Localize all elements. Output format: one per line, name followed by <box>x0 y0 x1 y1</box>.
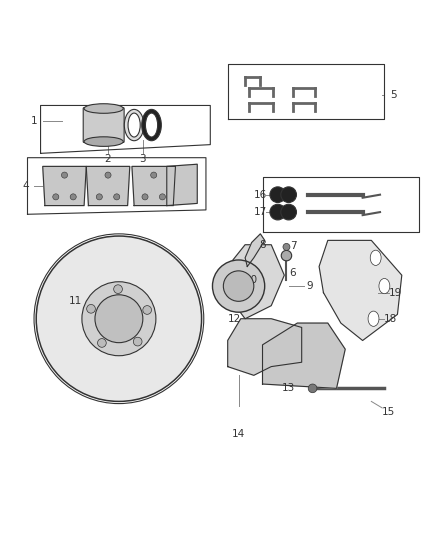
Circle shape <box>159 194 166 200</box>
Circle shape <box>308 384 317 393</box>
Polygon shape <box>245 234 265 266</box>
Circle shape <box>281 204 297 220</box>
Circle shape <box>281 251 292 261</box>
Text: 2: 2 <box>105 154 111 164</box>
Ellipse shape <box>142 109 161 141</box>
Circle shape <box>223 271 254 301</box>
Text: 14: 14 <box>232 429 245 439</box>
Circle shape <box>114 285 122 294</box>
Text: 7: 7 <box>290 240 296 251</box>
Ellipse shape <box>128 113 140 137</box>
Polygon shape <box>228 319 302 375</box>
Polygon shape <box>132 166 176 206</box>
Text: 1: 1 <box>31 116 37 126</box>
Circle shape <box>283 244 290 251</box>
Text: 4: 4 <box>22 181 28 191</box>
Text: 17: 17 <box>254 207 267 217</box>
Ellipse shape <box>124 109 144 141</box>
Circle shape <box>96 194 102 200</box>
Text: 13: 13 <box>282 383 295 393</box>
Ellipse shape <box>370 250 381 265</box>
Circle shape <box>61 172 67 178</box>
FancyBboxPatch shape <box>83 108 124 142</box>
Text: 5: 5 <box>390 90 396 100</box>
Circle shape <box>133 337 142 346</box>
Text: 18: 18 <box>384 314 398 324</box>
Text: 8: 8 <box>259 240 266 250</box>
Ellipse shape <box>379 278 390 294</box>
Circle shape <box>142 194 148 200</box>
Ellipse shape <box>368 311 379 326</box>
Text: 6: 6 <box>290 268 296 278</box>
Polygon shape <box>167 164 197 206</box>
Circle shape <box>70 194 76 200</box>
Text: 11: 11 <box>69 296 82 306</box>
Circle shape <box>105 172 111 178</box>
Text: 3: 3 <box>140 154 146 164</box>
Circle shape <box>95 295 143 343</box>
Circle shape <box>53 194 59 200</box>
Circle shape <box>151 172 157 178</box>
Text: 9: 9 <box>306 281 313 291</box>
Circle shape <box>281 187 297 203</box>
Circle shape <box>87 304 95 313</box>
Text: 12: 12 <box>228 314 241 324</box>
Polygon shape <box>228 245 284 319</box>
Circle shape <box>270 187 286 203</box>
Circle shape <box>98 338 106 348</box>
Circle shape <box>36 236 201 401</box>
Polygon shape <box>319 240 402 341</box>
Circle shape <box>82 282 156 356</box>
Ellipse shape <box>84 104 123 114</box>
Text: 10: 10 <box>245 274 258 285</box>
Polygon shape <box>43 166 86 206</box>
Circle shape <box>143 305 152 314</box>
Text: 15: 15 <box>382 407 396 417</box>
Circle shape <box>114 194 120 200</box>
Text: 16: 16 <box>254 190 267 200</box>
Circle shape <box>270 204 286 220</box>
Circle shape <box>212 260 265 312</box>
Ellipse shape <box>84 137 123 147</box>
Text: 19: 19 <box>389 288 402 297</box>
Ellipse shape <box>145 113 158 137</box>
Polygon shape <box>262 323 345 389</box>
Polygon shape <box>86 166 130 206</box>
